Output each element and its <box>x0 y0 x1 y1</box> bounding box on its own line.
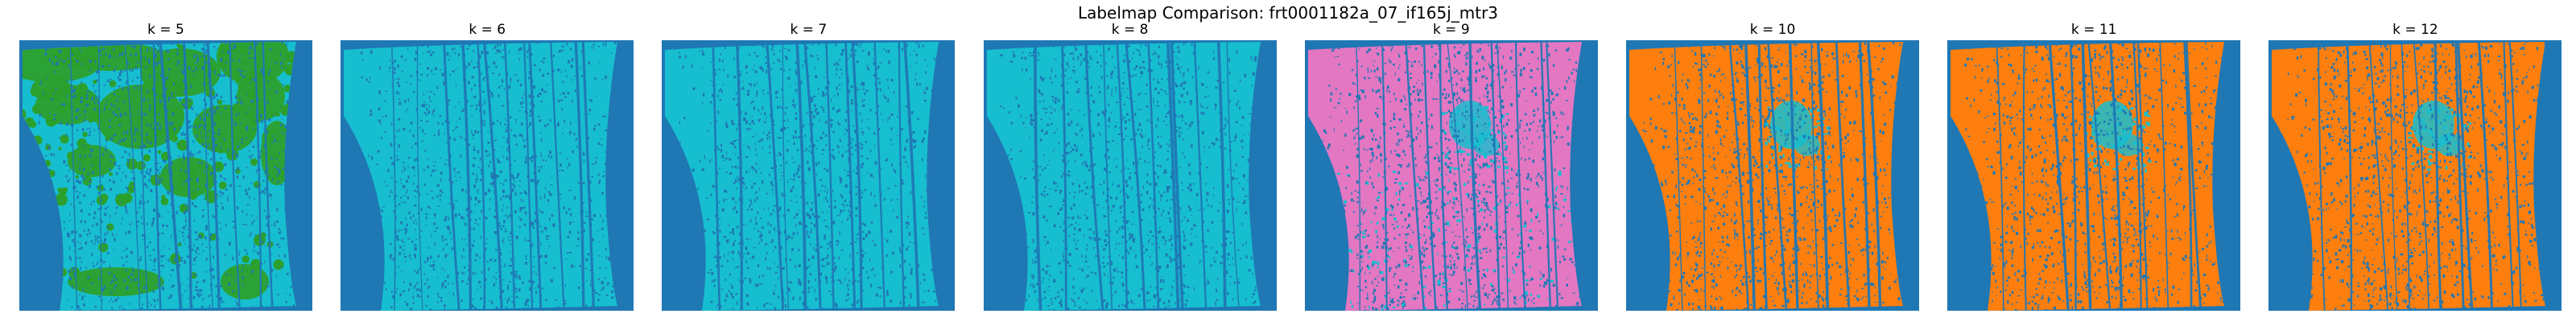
labelmap-image-4 <box>983 40 1277 311</box>
labelmap-texture <box>1307 42 1582 311</box>
labelmap-texture <box>679 42 939 311</box>
labelmap-panel-5 <box>1304 40 1598 311</box>
labelmap-texture <box>1642 42 1903 311</box>
labelmap-texture <box>1964 42 2225 311</box>
labelmap-image-8 <box>2268 40 2562 311</box>
labelmap-texture <box>2285 42 2546 311</box>
labelmap-image-7 <box>1947 40 2241 311</box>
labelmap-panel-3 <box>662 40 956 311</box>
labelmap-image-5 <box>1304 40 1598 311</box>
labelmap-image-6 <box>1626 40 1919 311</box>
labelmap-swath <box>2272 42 2546 311</box>
labelmap-swath <box>1629 42 1903 311</box>
labelmap-panel-8 <box>2268 40 2562 311</box>
labelmap-panel-1 <box>19 40 312 311</box>
panel-title-5: k = 9 <box>1432 22 1470 38</box>
labelmap-panel-4 <box>983 40 1277 311</box>
labelmap-image-2 <box>341 40 634 311</box>
figure-title: Labelmap Comparison: frt0001182a_07_if16… <box>1077 3 1499 23</box>
labelmap-image-1 <box>19 40 312 311</box>
panel-title-2: k = 6 <box>469 22 506 38</box>
labelmap-panel-6 <box>1626 40 1919 311</box>
panel-title-1: k = 5 <box>147 22 184 38</box>
panel-title-8: k = 12 <box>2392 22 2438 38</box>
panel-title-7: k = 11 <box>2070 22 2117 38</box>
labelmap-swath <box>344 42 618 311</box>
labelmap-panel-2 <box>341 40 634 311</box>
labelmap-panel-7 <box>1947 40 2241 311</box>
panel-title-3: k = 7 <box>790 22 828 38</box>
labelmap-texture <box>357 42 618 311</box>
panel-title-6: k = 10 <box>1749 22 1796 38</box>
labelmap-image-3 <box>662 40 956 311</box>
panel-title-4: k = 8 <box>1111 22 1149 38</box>
